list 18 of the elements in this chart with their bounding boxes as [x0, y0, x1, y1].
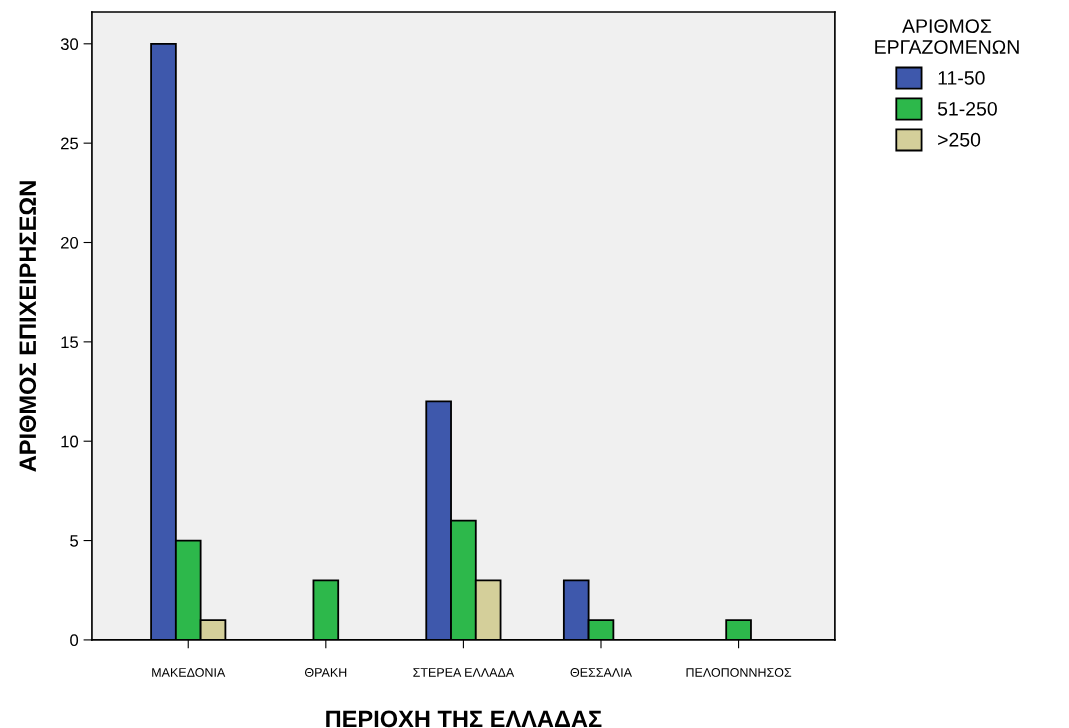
legend-label: >250	[938, 132, 981, 147]
x-tick-label: ΜΑΚΕΔΟΝΙΑ	[152, 668, 226, 677]
x-tick-label: ΠΕΛΟΠΟΝΝΗΣΟΣ	[686, 668, 792, 677]
y-tick-label: 0	[70, 634, 79, 647]
y-tick-label: 25	[61, 137, 79, 150]
legend-label: 51-250	[937, 101, 997, 116]
x-tick-label: ΣΤΕΡΕΑ ΕΛΛΑΔΑ	[413, 668, 515, 677]
y-tick-label: 30	[60, 38, 79, 51]
y-tick-label: 10	[61, 435, 79, 448]
y-tick-label: 15	[61, 336, 79, 349]
y-tick-label: 20	[61, 236, 79, 249]
legend-label: 11-50	[938, 71, 985, 85]
x-tick-label: ΘΡΑΚΗ	[305, 668, 347, 677]
y-tick-label: 5	[70, 535, 79, 547]
x-tick-label: ΘΕΣΣΑΛΙΑ	[570, 668, 632, 677]
y-axis-title: ΑΡΙΘΜΟΣ ΕΠΙΧΕΙΡΗΣΕΩΝ	[19, 181, 37, 472]
legend-title: ΑΡΙΘΜΟΣ ΕΡΓΑΖΟΜΕΝΩΝ	[875, 19, 1019, 54]
x-axis-title: ΠΕΡΙΟΧΗ ΤΗΣ ΕΛΛΑΔΑΣ	[326, 710, 602, 728]
